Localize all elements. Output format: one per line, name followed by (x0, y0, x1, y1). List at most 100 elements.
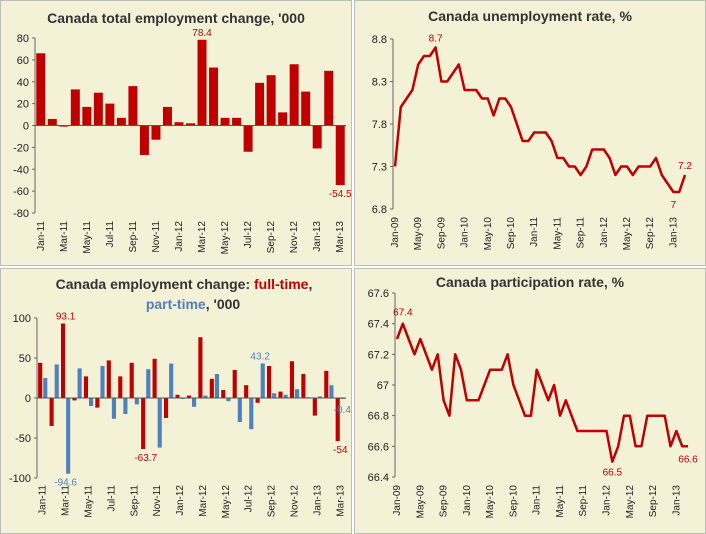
bar-fulltime (221, 390, 226, 398)
bar-parttime (100, 366, 105, 398)
y-tick-label: -20 (13, 142, 29, 154)
bar (312, 125, 322, 149)
x-tick-label: Jan-12 (174, 221, 185, 252)
bar-fulltime (255, 398, 260, 403)
chart-title: Canada total employment change, '000 (47, 10, 305, 26)
x-tick-label: Sep-12 (267, 485, 278, 518)
data-label: 66.6 (678, 454, 698, 465)
x-tick-label: Sep-09 (439, 485, 450, 518)
bar-fulltime (95, 398, 100, 408)
x-tick-label: Jan-10 (460, 217, 471, 248)
bar-parttime (77, 368, 82, 398)
y-tick-label: 100 (13, 313, 31, 325)
x-tick-label: Jan-12 (599, 217, 610, 248)
bar (47, 118, 57, 126)
x-tick-label: May-09 (413, 217, 424, 251)
x-tick-label: Mar-13 (335, 485, 346, 517)
bar-fulltime (324, 370, 329, 398)
bar-fulltime (118, 376, 123, 398)
bar-fulltime (266, 366, 272, 398)
x-tick-label: May-12 (220, 221, 231, 255)
bar (301, 91, 311, 126)
y-tick-label: 67.6 (368, 288, 389, 300)
x-tick-label: May-12 (622, 217, 633, 251)
bar (36, 53, 46, 126)
bar-parttime (146, 369, 151, 398)
bar-parttime (123, 398, 128, 414)
bar (278, 112, 288, 126)
bar-parttime (192, 398, 197, 407)
data-label: -0.4 (334, 405, 352, 416)
x-tick-label: Mar-12 (198, 485, 209, 517)
data-label: 7 (671, 200, 677, 211)
bar (335, 125, 345, 186)
bar-parttime (203, 395, 208, 398)
bar-fulltime (72, 398, 77, 401)
data-label: 7.2 (678, 161, 692, 172)
y-tick-label: -50 (15, 433, 31, 445)
y-tick-label: 40 (17, 77, 29, 89)
bar (116, 117, 126, 126)
bar (59, 125, 69, 127)
x-tick-label: Jul-11 (105, 221, 116, 248)
total-employment-panel: Canada total employment change, '000 80 60… (0, 0, 352, 266)
total-employment-chart: Canada total employment change, '000 80 60… (13, 10, 351, 255)
data-label: 8.7 (429, 34, 443, 45)
title-fulltime: full-time (254, 276, 309, 292)
x-tick-label: Sep-11 (129, 485, 140, 517)
bar-fulltime (335, 398, 340, 442)
x-tick-label: Sep-11 (576, 217, 587, 249)
employment-fulltime-parttime-chart: Canada employment change: full-time, part… (9, 276, 352, 518)
x-tick-label: May-10 (485, 485, 496, 519)
bar-fulltime (232, 370, 237, 398)
chart-title: Canada employment change: full-time, (56, 276, 313, 292)
bar-fulltime (175, 394, 180, 398)
bar-parttime (295, 389, 300, 398)
x-tick-label: Jan-12 (175, 485, 186, 516)
x-tick-label: Jan-11 (529, 217, 540, 247)
bar (220, 117, 230, 126)
bar (324, 70, 334, 126)
chart-title: Canada unemployment rate, % (428, 8, 632, 24)
y-tick-label: 67.4 (368, 319, 389, 331)
y-tick-label: 67.2 (368, 349, 389, 361)
y-tick-label: -100 (9, 473, 31, 485)
bar (255, 82, 265, 126)
bar (151, 125, 161, 140)
x-tick-label: Jan-12 (602, 485, 613, 516)
x-tick-label: Jan-13 (312, 221, 323, 252)
y-tick-label: 67 (377, 380, 389, 392)
x-tick-label: Jan-11 (38, 485, 49, 515)
x-tick-label: Jan-13 (671, 485, 682, 516)
data-label: 93.1 (56, 312, 76, 323)
bar-fulltime (83, 376, 88, 398)
x-tick-label: Jan-13 (668, 217, 679, 248)
data-label: 43.2 (250, 351, 270, 362)
title-part: Canada employment change: (56, 276, 254, 292)
bar-fulltime (129, 362, 134, 398)
x-tick-label: Sep-12 (645, 217, 656, 250)
bar (209, 67, 219, 126)
x-tick-label: Sep-10 (508, 485, 519, 518)
bar-parttime (43, 378, 48, 398)
data-label: 67.4 (393, 308, 413, 319)
data-label: 78.4 (192, 28, 212, 39)
bar-parttime (169, 363, 174, 398)
x-tick-label: Mar-11 (61, 485, 72, 516)
y-tick-label: 66.8 (368, 411, 389, 423)
bar (162, 106, 172, 126)
x-tick-label: May-10 (483, 217, 494, 251)
bar-fulltime (301, 374, 306, 398)
chart-title: Canada participation rate, % (436, 274, 625, 290)
bar-parttime (157, 398, 162, 448)
bar-fulltime (49, 398, 54, 426)
x-tick-label: May-09 (415, 485, 426, 519)
bar (186, 123, 195, 126)
bar (128, 86, 138, 126)
bar-parttime (54, 364, 59, 398)
data-label: 66.5 (603, 468, 623, 479)
y-tick-label: -40 (13, 164, 29, 176)
bar-parttime (214, 374, 220, 398)
y-tick-label: 6.8 (372, 204, 387, 216)
